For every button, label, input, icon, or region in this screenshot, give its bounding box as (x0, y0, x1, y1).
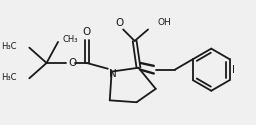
Text: N: N (109, 68, 116, 78)
Text: O: O (83, 27, 91, 37)
Text: H₃C: H₃C (1, 42, 17, 51)
Text: OH: OH (158, 18, 171, 27)
Text: O: O (115, 18, 123, 28)
Text: H₃C: H₃C (1, 73, 17, 82)
Text: I: I (232, 65, 235, 75)
Text: O: O (68, 58, 77, 68)
Text: CH₃: CH₃ (63, 34, 78, 43)
